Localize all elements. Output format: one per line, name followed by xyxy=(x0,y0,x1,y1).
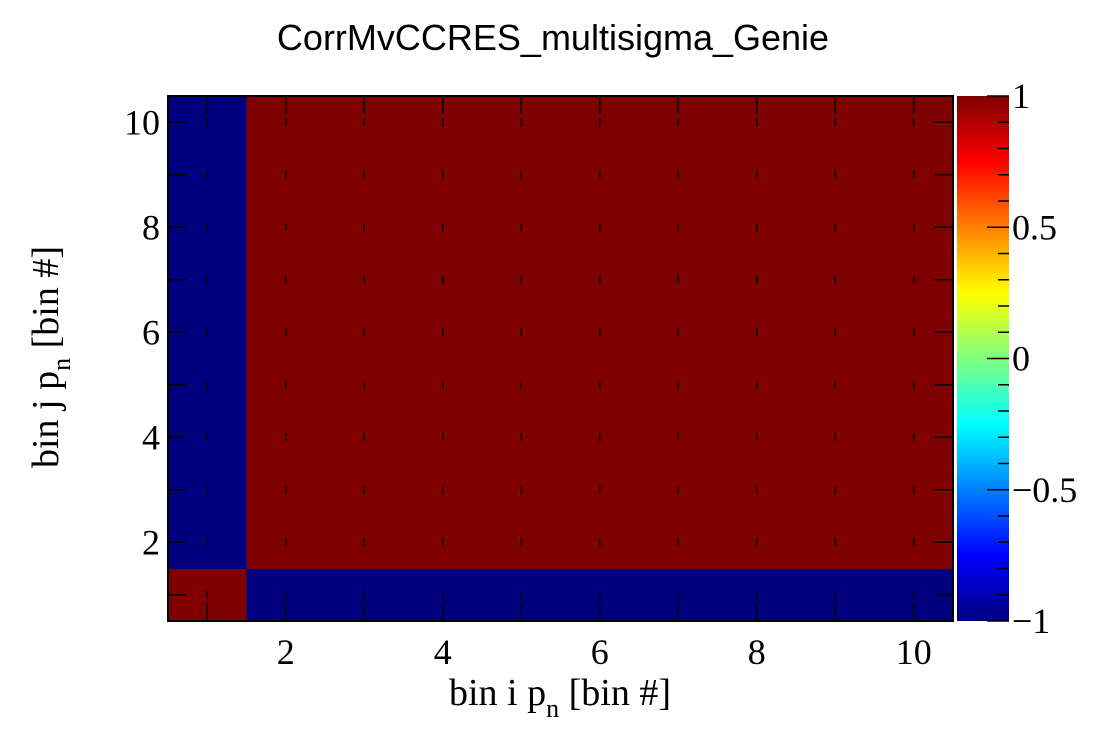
x-tick-labels: 2 4 6 8 10 xyxy=(277,632,932,672)
y-tick-label: 6 xyxy=(142,312,160,352)
colorbar-labels: 1 0.5 0 −0.5 −1 xyxy=(1012,76,1077,641)
x-axis-label-tail: [bin #] xyxy=(559,672,671,714)
x-tick-label: 8 xyxy=(748,632,766,672)
colorbar-tick-label: −1 xyxy=(1012,601,1050,641)
plot-frame xyxy=(167,95,954,622)
y-axis-label-main: bin j p xyxy=(25,371,67,468)
axis-ticks xyxy=(168,96,953,621)
y-tick-label: 10 xyxy=(124,102,160,142)
colorbar-ticks xyxy=(987,95,1009,622)
colorbar-tick-label: −0.5 xyxy=(1012,470,1077,510)
x-axis-label: bin i pn [bin #] xyxy=(449,672,671,723)
colorbar-tick-label: 0.5 xyxy=(1012,207,1057,247)
y-tick-label: 2 xyxy=(142,522,160,562)
x-tick-label: 6 xyxy=(591,632,609,672)
y-axis-label: bin j pn [bin #] xyxy=(25,246,76,468)
y-tick-label: 8 xyxy=(142,207,160,247)
x-tick-label: 4 xyxy=(434,632,452,672)
y-tick-label: 4 xyxy=(142,417,160,457)
x-axis-label-main: bin i p xyxy=(449,672,546,714)
y-tick-labels: 2 4 6 8 10 xyxy=(124,102,160,562)
x-axis-label-sub: n xyxy=(546,694,559,723)
colorbar-tick-label: 0 xyxy=(1012,339,1030,379)
chart-title: CorrMvCCRES_multisigma_Genie xyxy=(277,17,829,58)
colorbar-tick-label: 1 xyxy=(1012,76,1030,116)
x-tick-label: 10 xyxy=(896,632,932,672)
y-axis-label-tail: [bin #] xyxy=(25,246,67,358)
y-axis-label-sub: n xyxy=(47,358,76,371)
x-tick-label: 2 xyxy=(277,632,295,672)
